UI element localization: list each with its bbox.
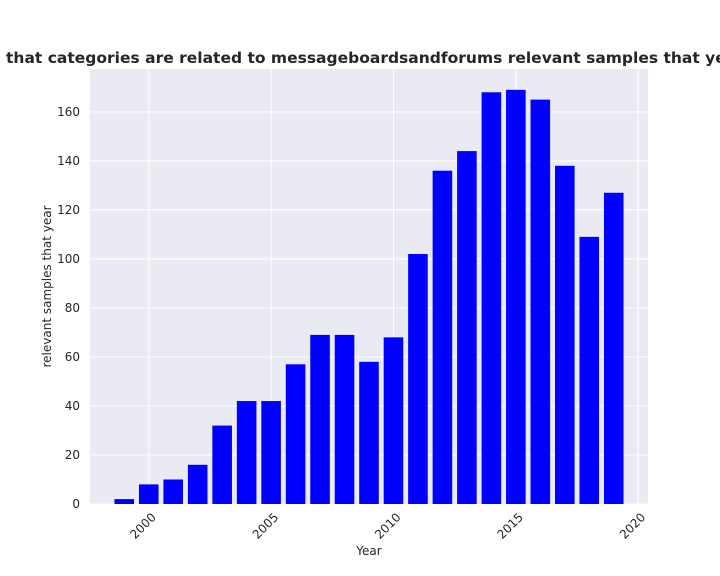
y-tick-label: 100 (57, 252, 80, 266)
y-tick-label: 80 (65, 301, 80, 315)
bar-2005 (261, 401, 281, 504)
bar-2001 (163, 479, 183, 504)
x-tick-labels: 2000 2005 2010 2015 2020 (127, 510, 648, 541)
bar-2002 (187, 464, 208, 504)
y-tick-labels: 0 20 40 60 80 100 120 140 160 (57, 105, 80, 511)
bar-2000 (138, 484, 159, 504)
y-tick-label: 140 (57, 154, 80, 168)
bar-2019 (603, 192, 624, 504)
x-axis-label: Year (355, 544, 381, 558)
bar-2011 (408, 254, 428, 504)
bar-2018 (579, 236, 600, 505)
y-tick-label: 120 (57, 203, 80, 217)
bar-1999 (114, 499, 135, 504)
bar-2017 (555, 165, 575, 505)
bar-2010 (383, 337, 404, 504)
bar-2006 (285, 364, 306, 504)
y-tick-label: 0 (72, 497, 80, 511)
bar-2007 (310, 334, 330, 504)
bar-2004 (236, 401, 257, 504)
bar-2003 (212, 425, 232, 504)
x-tick-label: 2015 (494, 510, 525, 541)
y-tick-label: 20 (65, 448, 80, 462)
bars (114, 89, 624, 505)
bar-2015 (506, 89, 526, 504)
bar-2008 (334, 334, 355, 504)
y-tick-label: 40 (65, 399, 80, 413)
x-tick-label: 2020 (617, 510, 648, 541)
bar-2014 (481, 92, 502, 505)
bar-2009 (359, 361, 379, 504)
x-tick-label: 2010 (372, 510, 403, 541)
bar-2012 (432, 170, 453, 504)
bar-2016 (530, 99, 551, 505)
x-tick-label: 2000 (127, 510, 158, 541)
y-axis-label: relevant samples that year (40, 205, 54, 367)
y-tick-label: 60 (65, 350, 80, 364)
chart-title: Number of samples that categories are re… (0, 49, 720, 67)
x-tick-label: 2005 (250, 510, 281, 541)
y-tick-label: 160 (57, 105, 80, 119)
bar-2013 (457, 151, 477, 505)
